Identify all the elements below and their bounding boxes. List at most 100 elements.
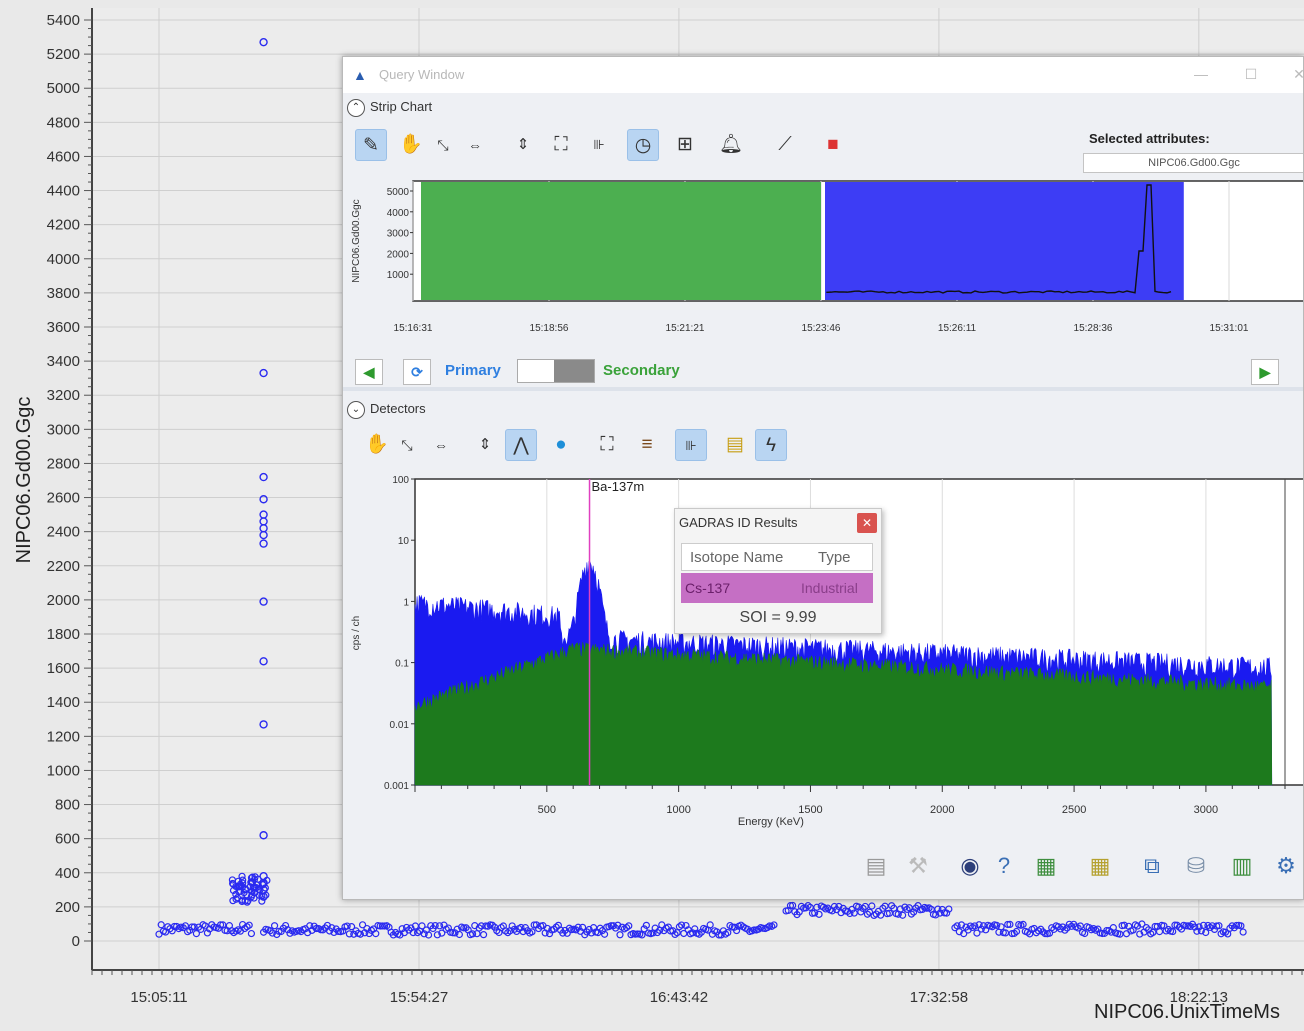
pin-icon[interactable]: ● [555, 434, 567, 455]
data-point [451, 929, 459, 937]
minimize-icon[interactable]: — [1194, 66, 1208, 82]
data-point [750, 926, 758, 934]
spreadsheet-icon[interactable]: ▥ [1231, 853, 1253, 878]
data-point [378, 922, 386, 930]
zoom-icon[interactable]: ⤡ [437, 137, 449, 153]
csv-icon[interactable]: ▦ [1089, 853, 1111, 878]
export-icon[interactable]: ⧉ [1144, 853, 1160, 878]
y-tick-label: 3800 [47, 285, 80, 302]
database-icon[interactable]: ⛁ [1186, 853, 1206, 878]
document-icon[interactable]: ▤ [726, 434, 744, 455]
query-window[interactable]: ▲ Query Window — ☐ ✕ ⌃ Strip Chart ✎ ✋ ⤡ … [342, 56, 1304, 900]
line-chart-icon[interactable]: ⟋ [778, 134, 792, 155]
data-point [203, 929, 211, 937]
chart-image-icon[interactable]: ▦ [1035, 853, 1057, 878]
clock-icon[interactable]: ◷ [627, 129, 659, 161]
gadras-results-popup[interactable]: GADRAS ID Results ✕ Isotope Name Type Cs… [674, 508, 882, 634]
data-point [993, 921, 1001, 929]
fit-icon[interactable]: ⛶ [554, 134, 568, 155]
arrows-vertical-icon[interactable]: ⇕ [478, 436, 492, 453]
arrows-horizontal-icon[interactable]: ⇔ [468, 137, 482, 153]
strip-y-tick-label: 5000 [387, 187, 410, 198]
y-tick-label: 3400 [47, 353, 80, 370]
spacing-icon[interactable]: ⊪ [593, 137, 605, 152]
cube-icon[interactable]: ■ [827, 134, 839, 155]
data-point [789, 901, 797, 910]
arrows-vertical-icon[interactable]: ⇕ [516, 136, 530, 153]
selected-attribute-field[interactable]: NIPC06.Gd00.Ggc [1083, 153, 1303, 173]
strip-chart[interactable]: 15:16:31 15:18:56 15:21:21 15:23:46 15:26:11… [343, 175, 1304, 345]
wrench-icon[interactable]: ⚒ [908, 853, 928, 878]
chevron-up-icon[interactable]: ⌃ [347, 98, 365, 117]
y-tick-label: 2600 [47, 490, 80, 507]
data-point [614, 921, 622, 929]
outlier-point [259, 657, 268, 666]
arrows-horizontal-icon[interactable]: ⇔ [434, 437, 448, 453]
data-point [1081, 929, 1089, 938]
soi-value: SOI = 9.99 [739, 609, 817, 626]
data-point [250, 894, 258, 902]
window-titlebar[interactable]: ▲ Query Window — ☐ ✕ [343, 57, 1303, 93]
isotope-cell: Cs-137 [685, 580, 731, 596]
data-point [517, 923, 525, 932]
detectors-header[interactable]: ⌄ Detectors [347, 399, 426, 419]
outlier-point [259, 368, 268, 378]
y-tick-label: 1600 [47, 660, 80, 677]
data-point [217, 921, 225, 929]
data-point [1103, 926, 1111, 935]
prev-arrow-button[interactable]: ◀ [355, 359, 383, 385]
strip-x-tick-label: 15:21:21 [666, 323, 705, 334]
fit-icon[interactable]: ⛶ [600, 434, 614, 455]
data-point [435, 922, 444, 930]
strip-chart-header[interactable]: ⌃ Strip Chart [347, 97, 432, 117]
pan-icon[interactable]: ✋ [365, 434, 389, 455]
data-point [270, 922, 279, 930]
peak-icon[interactable]: ⋀ [505, 429, 537, 461]
gear-icon[interactable]: ⚙ [1276, 853, 1296, 878]
data-point [229, 897, 237, 905]
table-row[interactable]: Cs-137 Industrial [681, 573, 873, 603]
toggle-knob[interactable] [554, 360, 594, 382]
data-point [770, 921, 778, 929]
primary-secondary-toggle[interactable] [517, 359, 595, 383]
help-icon[interactable]: ? [997, 853, 1011, 878]
type-column-header[interactable]: Type [818, 549, 851, 566]
primary-label[interactable]: Primary [445, 362, 501, 379]
books-icon[interactable]: ≡ [641, 434, 653, 455]
data-point [813, 903, 821, 911]
refresh-button[interactable]: ⟳ [403, 359, 431, 385]
close-icon[interactable]: ✕ [1293, 66, 1304, 82]
data-point [317, 926, 325, 934]
data-point [850, 909, 858, 917]
isotope-column-header[interactable]: Isotope Name [690, 549, 784, 566]
data-point [192, 930, 200, 938]
data-point [1004, 920, 1012, 929]
list-icon[interactable]: ▤ [865, 853, 887, 878]
splitter-handle[interactable] [343, 387, 1303, 391]
bell-icon[interactable]: 🔔︎ [718, 134, 744, 155]
strip-y-axis-label: NIPC06.Gd00.Ggc [351, 199, 362, 282]
next-arrow-button[interactable]: ▶ [1251, 359, 1279, 385]
data-point [1076, 922, 1084, 930]
close-icon[interactable]: ✕ [857, 513, 877, 533]
data-point [258, 897, 266, 905]
strip-chart-label: Strip Chart [370, 99, 433, 114]
pan-icon[interactable]: ✋ [399, 134, 423, 155]
spacing-icon[interactable]: ⊪ [675, 429, 707, 461]
maximize-icon[interactable]: ☐ [1244, 66, 1258, 82]
lightning-icon[interactable]: ϟ [755, 429, 787, 461]
y-axis-label: NIPC06.Gd00.Ggc [13, 397, 35, 564]
data-point [1136, 930, 1144, 938]
secondary-label[interactable]: Secondary [603, 362, 680, 379]
data-point [857, 908, 865, 916]
spectrum-y-axis-label: cps / ch [351, 616, 362, 650]
chevron-down-icon[interactable]: ⌄ [347, 400, 365, 419]
data-point [910, 908, 918, 916]
data-point [188, 923, 196, 931]
presentation-icon[interactable]: ⊞ [677, 134, 693, 155]
disc-icon[interactable]: ◉ [960, 853, 980, 878]
edit-icon[interactable]: ✎ [355, 129, 387, 161]
data-point [717, 931, 725, 939]
zoom-icon[interactable]: ⤡ [401, 437, 413, 453]
data-point [343, 922, 351, 930]
